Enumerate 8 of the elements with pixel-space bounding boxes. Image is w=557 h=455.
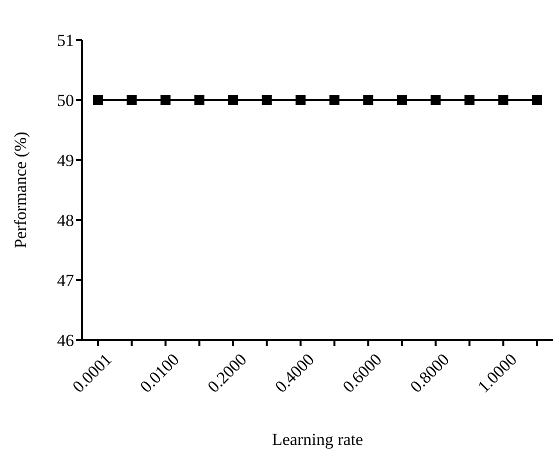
- y-tick-label: 50: [57, 91, 74, 110]
- x-axis-title: Learning rate: [272, 430, 364, 449]
- y-tick-label: 48: [57, 211, 74, 230]
- y-tick-label: 49: [57, 151, 74, 170]
- y-tick-label: 51: [57, 31, 74, 50]
- y-tick-label: 47: [57, 271, 74, 290]
- y-tick-label: 46: [57, 331, 74, 350]
- y-axis-title: Performance (%): [11, 132, 30, 248]
